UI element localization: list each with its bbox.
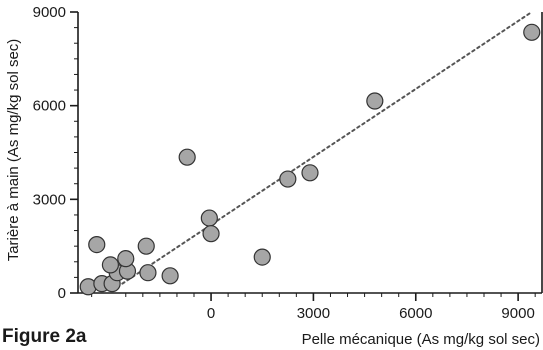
- data-point: [101, 256, 120, 274]
- x-tick-label: 9000: [501, 305, 534, 322]
- data-point: [301, 164, 319, 182]
- major-ticks: [70, 11, 519, 301]
- data-point: [253, 248, 271, 266]
- data-point: [178, 148, 196, 166]
- x-tick-label: 0: [207, 305, 215, 322]
- tick-labels: 0 3000 6000 9000 0 3000 6000 9000: [33, 4, 535, 322]
- data-point: [202, 225, 220, 243]
- data-point: [161, 267, 179, 285]
- y-tick-label: 9000: [33, 4, 66, 21]
- x-axis-label: Pelle mécanique (As mg/kg sol sec): [302, 331, 540, 348]
- y-tick-label: 0: [58, 285, 66, 302]
- data-point: [117, 250, 135, 268]
- data-point: [137, 237, 155, 255]
- x-tick-label: 6000: [399, 305, 432, 322]
- data-point: [88, 236, 106, 254]
- data-point: [139, 264, 157, 282]
- trendline: [121, 11, 533, 285]
- minor-ticks: [74, 27, 536, 297]
- figure-caption: Figure 2a: [2, 326, 87, 347]
- data-point: [200, 209, 218, 227]
- data-point: [366, 92, 384, 110]
- data-point: [279, 170, 297, 188]
- data-points: [79, 23, 541, 296]
- y-tick-label: 6000: [33, 98, 66, 115]
- x-tick-label: 3000: [297, 305, 330, 322]
- y-tick-label: 3000: [33, 191, 66, 208]
- data-point: [523, 23, 541, 41]
- y-axis-label: Tarière à main (As mg/kg sol sec): [5, 39, 22, 262]
